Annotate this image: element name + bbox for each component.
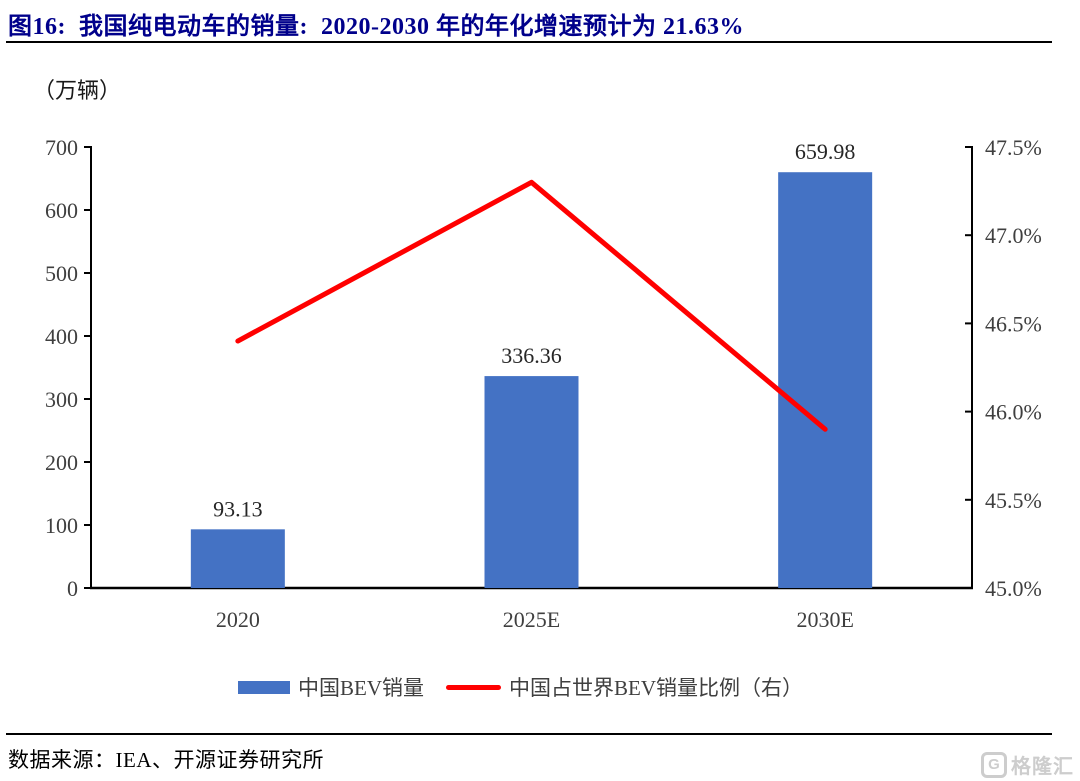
bar-2030E [778, 172, 873, 589]
x-axis-label-2030E: 2030E [796, 607, 853, 632]
ratio-line [235, 179, 828, 432]
left-axis-tick-label: 500 [45, 261, 78, 286]
title-divider [6, 41, 1052, 43]
left-axis-tick-label: 400 [45, 324, 78, 349]
legend-item-world-share: 中国占世界BEV销量比例（右） [446, 672, 803, 702]
left-axis-tick-label: 700 [45, 135, 78, 160]
left-axis-unit-label: （万辆） [33, 78, 122, 103]
left-axis-tick-label: 200 [45, 450, 78, 475]
right-axis-tick-label: 46.5% [985, 311, 1042, 336]
bar-2025E [484, 376, 579, 588]
bar-value-label-2025E: 336.36 [501, 343, 562, 368]
bar-value-label-2020: 93.13 [213, 496, 263, 521]
left-axis-tick-label: 300 [45, 387, 78, 412]
left-axis-tick-label: 0 [67, 576, 78, 601]
footer-divider [6, 733, 1052, 735]
watermark: G 格隆汇 [981, 750, 1074, 779]
data-source: 数据来源：IEA、开源证券研究所 [8, 748, 324, 772]
right-axis-tick-label: 45.5% [985, 488, 1042, 513]
left-axis-tick-label: 600 [45, 198, 78, 223]
watermark-text: 格隆汇 [1011, 756, 1074, 778]
x-axis-label-2020: 2020 [216, 607, 260, 632]
legend-label-world-share: 中国占世界BEV销量比例（右） [509, 676, 803, 700]
gelonghui-logo-icon: G [981, 751, 1007, 778]
right-axis-tick-label: 47.0% [985, 223, 1042, 248]
chart-legend: 中国BEV销量 中国占世界BEV销量比例（右） [238, 672, 803, 702]
legend-line-swatch [446, 684, 501, 690]
figure-title: 图16: 我国纯电动车的销量: 2020-2030 年的年化增速预计为 21.6… [8, 14, 744, 40]
bar-2020 [190, 529, 285, 588]
legend-bar-swatch [238, 680, 290, 694]
bar-value-label-2030E: 659.98 [795, 139, 856, 164]
legend-item-bev-sales: 中国BEV销量 [238, 672, 424, 702]
legend-label-bev-sales: 中国BEV销量 [298, 676, 424, 700]
right-axis-tick-label: 45.0% [985, 576, 1042, 601]
x-axis-label-2025E: 2025E [503, 607, 560, 632]
left-axis-tick-label: 100 [45, 513, 78, 538]
right-axis-tick-label: 47.5% [985, 135, 1042, 160]
right-axis-tick-label: 46.0% [985, 400, 1042, 425]
